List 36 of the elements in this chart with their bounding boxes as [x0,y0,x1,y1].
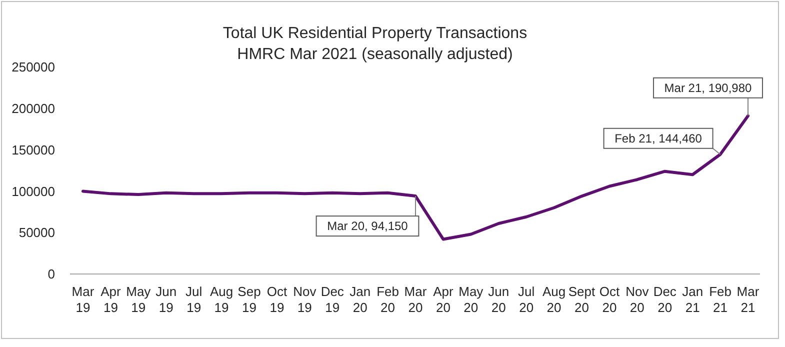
x-tick-label: Feb 20 [376,284,399,315]
x-tick-label: Mar 21 [736,284,760,315]
x-tick-label: Mar 20 [404,284,428,315]
x-tick-label: Feb 21 [709,284,732,315]
x-tick-label: Aug 19 [210,284,234,315]
x-tick-label: Dec 19 [320,284,344,315]
x-tick-label: May 19 [126,284,152,315]
annotation: Mar 21, 190,980 [664,81,752,96]
y-tick-label: 150000 [12,142,55,158]
line-series [82,114,750,241]
x-tick-label: Jul 19 [186,284,202,315]
x-tick-label: Jan 21 [682,284,704,315]
x-tick-label: May 20 [458,284,484,315]
y-tick-label: 50000 [18,225,55,240]
y-tick-label: 250000 [12,60,55,75]
x-tick-label: Aug 20 [542,284,566,315]
annotation: Feb 21, 144,460 [614,132,702,146]
x-tick-label: Jan 20 [350,284,371,315]
x-tick-label: Apr 20 [433,284,454,315]
x-tick-label: Nov 20 [626,284,650,315]
x-tick-label: Sept 20 [568,284,596,315]
y-tick-label: 200000 [12,100,55,116]
x-tick-label: Nov 19 [293,284,317,315]
x-tick-label: Dec 20 [653,284,677,315]
x-tick-label: Oct 19 [266,284,288,315]
y-tick-label: 0 [48,266,55,282]
x-tick-label: Jun 19 [156,284,177,315]
x-tick-label: Jun 20 [488,284,510,315]
y-tick-label: 100000 [12,184,55,199]
x-tick-label: Sep 19 [238,284,261,315]
chart-title: Total UK Residential Property Transactions HMRC Mar 2021 (seasonally adjusted) [222,25,528,63]
x-tick-label: Apr 19 [100,284,122,315]
annotation: Mar 20, 94,150 [327,219,408,234]
x-tick-label: Oct 20 [599,284,620,315]
x-tick-label: Jul 20 [518,284,535,315]
x-tick-label: Mar 19 [72,284,95,315]
